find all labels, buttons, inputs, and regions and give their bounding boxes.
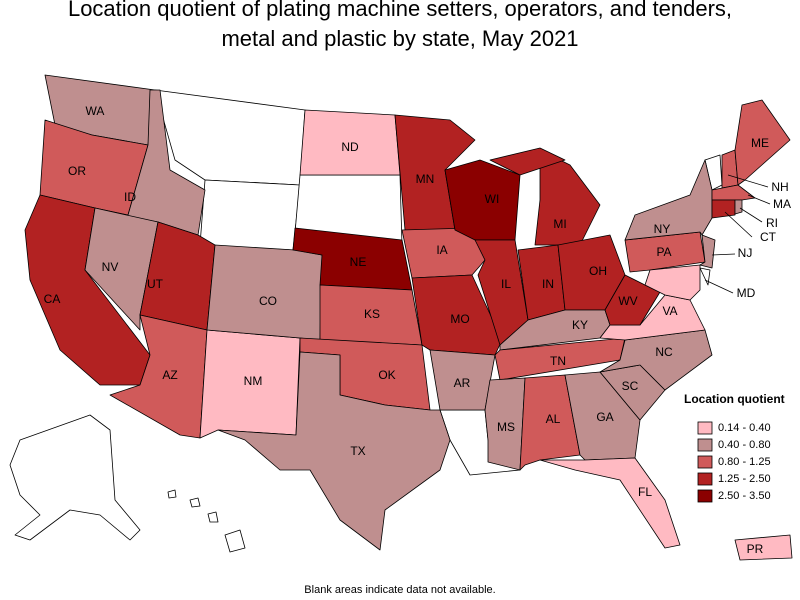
state-shape (206, 244, 323, 341)
state-label: WA (86, 104, 105, 118)
state-label: KS (364, 307, 380, 321)
legend-swatch (697, 421, 713, 435)
state-shape (734, 199, 743, 215)
state-shape (84, 207, 159, 331)
legend-label: 0.40 - 0.80 (718, 439, 771, 451)
note: Blank areas indicate data not available. (304, 584, 495, 596)
state-label: CT (760, 230, 777, 244)
state-label: CO (259, 294, 277, 308)
state-label: FL (638, 485, 652, 499)
state-label: CA (44, 292, 61, 306)
states (24, 74, 793, 561)
state-label: ID (124, 190, 136, 204)
legend: Location quotient 0.14 - 0.40 0.40 - 0.80… (684, 392, 785, 503)
state-label: AR (454, 376, 471, 390)
legend-label: 0.80 - 1.25 (718, 456, 771, 468)
state-shape (711, 184, 756, 201)
state-label: TX (350, 444, 365, 458)
state-labels: WA OR CA ID NV UT AZ NM CO ND NE KS OK T… (44, 104, 791, 556)
state-label: NE (350, 255, 367, 269)
title-line: metal and plastic by state, May 2021 (221, 26, 578, 51)
state-label: MA (773, 197, 791, 211)
state-label: MD (737, 286, 756, 300)
state-label: OK (378, 368, 395, 382)
state-label: PA (656, 245, 671, 259)
state-label: NJ (738, 246, 753, 260)
state-label: GA (596, 410, 613, 424)
state-label: UT (147, 277, 164, 291)
state-label: MI (553, 217, 566, 231)
state-label: NY (654, 222, 671, 236)
state-label: OH (589, 264, 607, 278)
state-label: NM (244, 374, 263, 388)
state-label: IA (436, 243, 447, 257)
state-shape (644, 264, 701, 301)
state-label: OR (68, 164, 86, 178)
state-label: ND (341, 140, 359, 154)
state-label: WI (485, 192, 500, 206)
state-label: RI (766, 216, 778, 230)
legend-title: Location quotient (684, 392, 785, 406)
state-shape (539, 457, 681, 549)
state-shape (699, 234, 716, 269)
state-label: PR (747, 542, 764, 556)
blank-states (9, 89, 723, 553)
leader-lines (704, 174, 771, 294)
state-label: AZ (162, 368, 177, 382)
legend-label: 0.14 - 0.40 (718, 422, 771, 434)
state-label: AL (546, 412, 561, 426)
title-line: Location quotient of plating machine set… (68, 0, 732, 21)
state-shape (489, 147, 566, 176)
legend-swatch (697, 489, 713, 503)
state-label: MN (416, 172, 435, 186)
state-label: SC (622, 379, 639, 393)
legend-swatch (697, 438, 713, 452)
state-shape (217, 351, 451, 551)
state-label: NV (102, 260, 119, 274)
state-label: VA (662, 304, 677, 318)
state-label: IN (542, 277, 554, 291)
legend-swatch (697, 472, 713, 486)
state-label: WV (618, 294, 637, 308)
state-label: MS (497, 420, 515, 434)
legend-swatch (697, 455, 713, 469)
state-label: TN (550, 354, 566, 368)
state-shape (444, 159, 521, 241)
legend-label: 2.50 - 3.50 (718, 490, 771, 502)
state-label: NH (771, 180, 788, 194)
state-label: KY (572, 318, 588, 332)
state-shape (734, 534, 793, 561)
legend-label: 1.25 - 2.50 (718, 473, 771, 485)
state-shape (711, 199, 736, 219)
state-label: IL (501, 277, 511, 291)
state-label: ME (751, 136, 769, 150)
state-label: MO (450, 312, 469, 326)
state-label: NC (655, 345, 673, 359)
